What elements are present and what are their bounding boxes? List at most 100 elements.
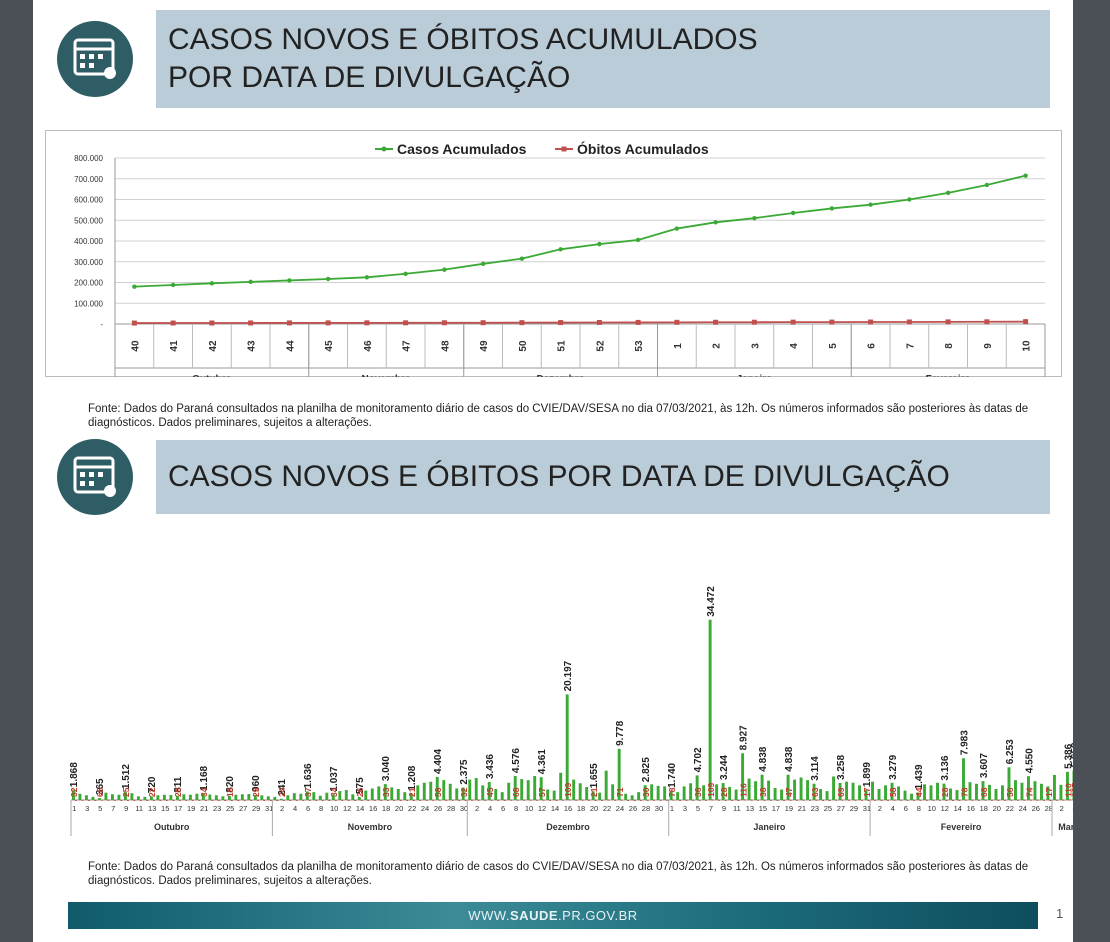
data-label: 1.512 [121,764,132,789]
x-tick-label: 31 [265,804,273,813]
x-tick-label: 27 [837,804,845,813]
x-tick-label: 12 [941,804,949,813]
point [597,241,602,247]
bar [890,782,894,800]
bar [910,793,913,800]
bar [945,799,948,801]
bar [799,777,803,800]
point [713,319,719,325]
bar [110,794,114,800]
bar [588,799,591,801]
bar [500,792,504,800]
bar [399,799,402,801]
data-label: 4.361 [537,749,548,774]
header-box: CASOS NOVOS E ÓBITOS ACUMULADOS POR DATA… [156,10,1050,108]
bar [516,799,519,801]
point [751,319,757,325]
bar [809,799,811,801]
bar [156,795,160,800]
data-label: 57 [537,787,547,797]
x-tick-label: 20 [993,804,1001,813]
bar [1007,767,1011,800]
bar [195,793,199,800]
bar [874,799,876,801]
bar [243,799,246,801]
bar [234,794,238,800]
x-tick-label: 18 [382,804,390,813]
data-label: 365 [95,778,106,795]
bar [812,783,816,800]
bar [1036,799,1039,801]
data-label: 3.436 [485,754,496,779]
bar [71,790,75,800]
bar [159,799,162,801]
bar [146,799,149,801]
bar [464,799,467,801]
bar [721,783,725,800]
point [480,320,486,326]
bar [302,799,305,801]
bar [958,799,961,801]
bar [113,799,116,801]
data-label: 34 [329,787,339,797]
bar [351,794,355,800]
point [287,278,292,283]
bar [581,799,584,801]
x-tick-label: 15 [161,804,169,813]
bar [555,799,558,801]
data-label: 4.576 [511,748,522,773]
x-tick-label: 23 [213,804,221,813]
bar [796,799,798,801]
bar [757,799,760,801]
bar [854,799,857,801]
bar [562,799,565,801]
point [170,320,176,326]
legend-marker [381,146,387,152]
bar [923,784,926,800]
x-tick-label: 22 [603,804,611,813]
x-tick-label: 14 [356,804,364,813]
bar [211,799,214,801]
bar [938,799,941,801]
x-tick-label: 11 [135,804,143,813]
bar [1062,799,1065,801]
data-label: 3.279 [888,754,899,779]
bar [172,799,175,801]
bar [269,799,272,801]
bar [858,785,862,800]
x-tick-label: 49 [479,340,490,352]
point [132,284,137,289]
data-label: 74 [1024,787,1034,797]
bar [201,793,205,800]
bar [906,799,909,801]
data-label: 45 [485,787,495,797]
bar [640,799,643,801]
point [403,320,409,326]
bar [851,782,855,800]
data-label: 1.208 [407,765,418,790]
point [325,276,331,282]
x-tick-label: 40 [130,340,141,352]
bar [741,753,745,800]
bar [737,799,740,801]
x-tick-label: 4 [789,343,800,349]
bar [695,775,699,800]
bar [74,799,77,801]
bar [572,779,576,800]
header-box: CASOS NOVOS E ÓBITOS POR DATA DE DIVULGA… [156,440,1050,514]
bar [806,780,810,800]
header-line: CASOS NOVOS E ÓBITOS POR DATA DE DIVULGA… [168,460,950,493]
bar [445,799,448,801]
bar [123,792,127,800]
bar [893,799,896,801]
bar [575,799,578,801]
url: WWW. [468,908,511,923]
data-label: 109 [563,783,573,797]
bar [601,799,604,801]
point [442,267,447,272]
bar [617,748,621,800]
point [170,282,176,288]
data-label: 3.136 [940,755,951,780]
group-label: Novembro [348,822,393,832]
